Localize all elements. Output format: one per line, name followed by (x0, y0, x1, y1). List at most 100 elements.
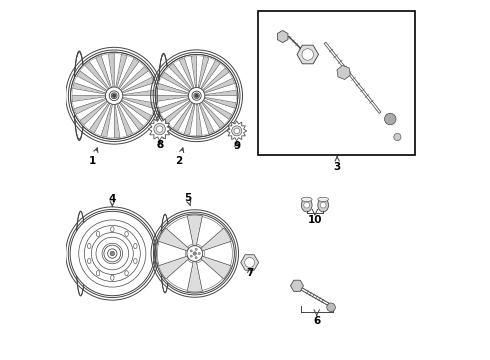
Polygon shape (201, 256, 231, 279)
Ellipse shape (301, 198, 312, 212)
Circle shape (327, 303, 335, 312)
Polygon shape (72, 89, 107, 96)
Polygon shape (119, 66, 148, 92)
Polygon shape (120, 77, 154, 94)
Polygon shape (173, 60, 194, 90)
Polygon shape (101, 54, 113, 89)
Polygon shape (121, 96, 156, 103)
Ellipse shape (97, 271, 100, 276)
Polygon shape (89, 58, 111, 90)
Ellipse shape (111, 227, 114, 232)
Circle shape (155, 54, 238, 137)
Polygon shape (148, 118, 171, 140)
Polygon shape (187, 261, 202, 292)
Polygon shape (76, 99, 109, 121)
Ellipse shape (318, 198, 329, 212)
Polygon shape (227, 121, 247, 141)
Polygon shape (117, 59, 139, 90)
Polygon shape (277, 31, 288, 42)
Polygon shape (191, 56, 196, 89)
Ellipse shape (134, 243, 137, 249)
Text: 5: 5 (184, 193, 191, 206)
Circle shape (394, 134, 401, 140)
Ellipse shape (97, 231, 100, 237)
Text: 4: 4 (109, 194, 116, 207)
Circle shape (195, 94, 198, 98)
Polygon shape (200, 100, 224, 128)
Polygon shape (114, 103, 120, 138)
Circle shape (188, 87, 205, 104)
Ellipse shape (125, 271, 128, 276)
Polygon shape (117, 101, 139, 134)
Polygon shape (74, 98, 108, 114)
Polygon shape (157, 242, 186, 265)
Polygon shape (73, 83, 108, 95)
Circle shape (304, 202, 310, 208)
Ellipse shape (134, 258, 137, 264)
Circle shape (187, 246, 203, 261)
Polygon shape (85, 62, 110, 91)
Polygon shape (198, 58, 215, 90)
Polygon shape (203, 97, 236, 108)
Polygon shape (119, 100, 148, 126)
Ellipse shape (111, 275, 114, 280)
Polygon shape (202, 99, 232, 119)
Polygon shape (120, 99, 151, 121)
Polygon shape (201, 68, 229, 92)
Text: 3: 3 (334, 157, 341, 172)
Circle shape (198, 252, 200, 255)
Circle shape (71, 52, 158, 139)
Polygon shape (101, 102, 113, 137)
Text: 2: 2 (175, 148, 184, 166)
Text: 1: 1 (89, 148, 98, 166)
Polygon shape (161, 99, 192, 119)
Polygon shape (157, 84, 191, 95)
Polygon shape (179, 58, 195, 90)
Polygon shape (116, 56, 134, 90)
Circle shape (190, 255, 193, 257)
Polygon shape (157, 96, 190, 102)
Polygon shape (203, 84, 236, 95)
Polygon shape (116, 102, 133, 136)
Circle shape (192, 91, 201, 100)
Polygon shape (108, 54, 114, 89)
Polygon shape (168, 100, 193, 128)
Circle shape (110, 251, 115, 256)
Circle shape (112, 94, 116, 98)
Polygon shape (164, 99, 192, 123)
Polygon shape (164, 67, 192, 92)
Polygon shape (121, 90, 156, 96)
Polygon shape (167, 217, 193, 247)
Polygon shape (167, 260, 193, 291)
Circle shape (105, 87, 123, 104)
Polygon shape (73, 97, 108, 109)
Polygon shape (157, 89, 190, 96)
Text: 7: 7 (246, 267, 253, 278)
Polygon shape (120, 71, 152, 93)
Polygon shape (107, 102, 114, 138)
Polygon shape (169, 63, 193, 91)
Ellipse shape (318, 197, 329, 202)
Circle shape (190, 250, 193, 252)
Polygon shape (178, 102, 195, 134)
Circle shape (234, 128, 240, 134)
Circle shape (70, 211, 154, 296)
Polygon shape (121, 83, 156, 95)
Polygon shape (199, 101, 220, 132)
Circle shape (302, 49, 314, 60)
Text: 8: 8 (156, 140, 163, 150)
Polygon shape (197, 102, 209, 135)
Polygon shape (201, 99, 229, 125)
Polygon shape (115, 54, 127, 89)
Polygon shape (190, 102, 196, 136)
Polygon shape (202, 78, 235, 94)
Polygon shape (199, 60, 220, 90)
Circle shape (385, 113, 396, 125)
Polygon shape (72, 96, 107, 102)
Circle shape (195, 257, 197, 259)
Polygon shape (291, 280, 303, 291)
Polygon shape (184, 102, 196, 135)
Polygon shape (203, 90, 237, 96)
Polygon shape (196, 102, 202, 136)
Polygon shape (187, 215, 202, 246)
